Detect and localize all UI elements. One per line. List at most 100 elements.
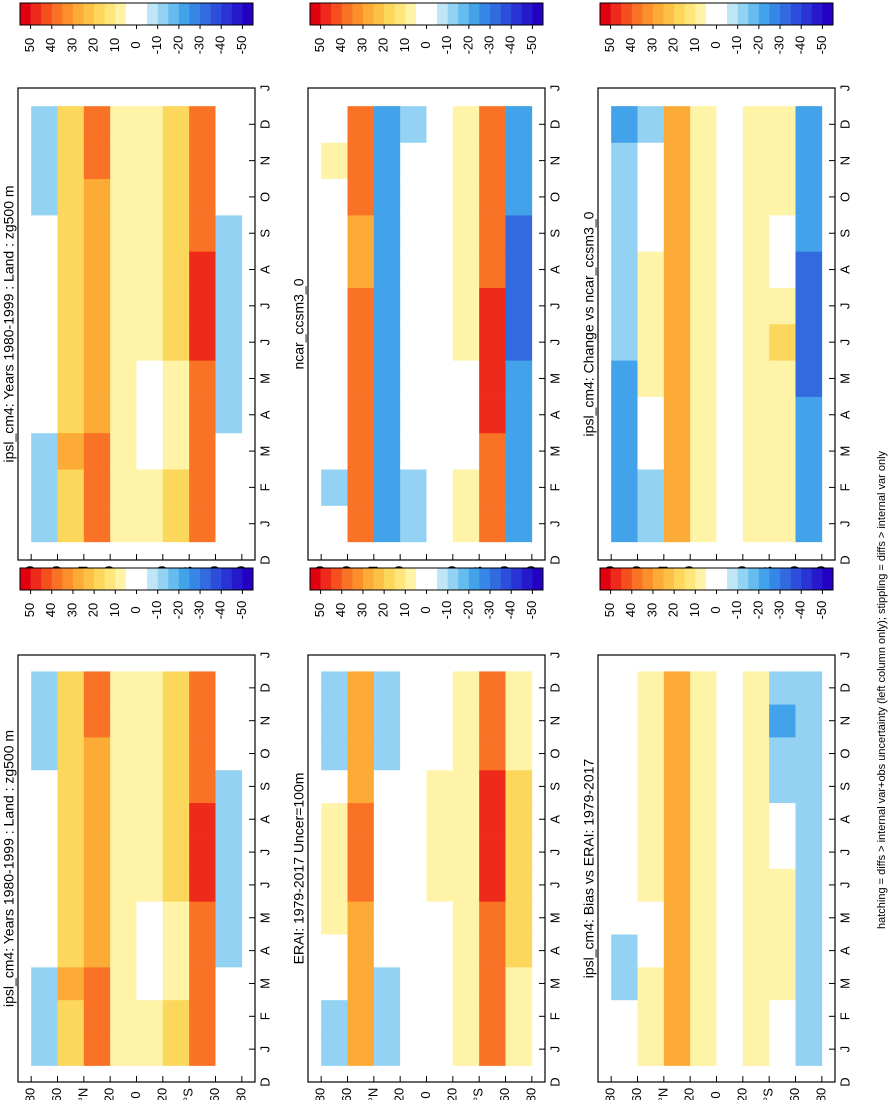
heat-cell <box>57 215 85 252</box>
heat-cell <box>452 737 480 771</box>
heat-cell <box>110 769 137 804</box>
heat-cell <box>505 505 533 543</box>
colorbar-cell <box>490 568 501 590</box>
colorbar-label: 20 <box>86 38 101 52</box>
colorbar-label: 0 <box>128 606 143 613</box>
heat-cell <box>795 802 823 836</box>
heat-cell <box>769 769 796 804</box>
colorbar-cell <box>610 568 622 590</box>
heat-cell <box>716 324 744 361</box>
heat-cell <box>426 802 454 836</box>
heat-cell <box>479 215 506 252</box>
heat-cell <box>452 324 480 361</box>
heat-cell <box>611 835 638 869</box>
heat-cell <box>215 802 243 836</box>
heat-cell <box>690 142 717 180</box>
heat-cell <box>83 142 111 180</box>
heat-cell <box>57 360 85 397</box>
colorbar-cell <box>532 3 544 25</box>
heat-cell <box>505 835 533 869</box>
heat-cell <box>742 215 770 252</box>
heat-cell <box>31 505 58 543</box>
colorbar-cell <box>157 3 169 25</box>
heat-cell <box>347 737 375 771</box>
month-tick-label: M <box>257 373 272 384</box>
colorbar-cell <box>426 568 438 590</box>
footer-note: hatching = diffs > internal var+obs unce… <box>876 450 888 929</box>
heat-cell <box>321 178 348 216</box>
heat-cell <box>690 704 717 738</box>
colorbar-cell <box>822 568 834 590</box>
month-tick-label: A <box>257 946 272 955</box>
month-tick-label: J <box>257 339 272 346</box>
heat-cell <box>136 737 164 771</box>
month-tick-label: M <box>547 912 562 923</box>
heat-cell <box>611 142 638 180</box>
heat-cell <box>136 769 164 804</box>
colorbar-label: 10 <box>397 603 412 617</box>
heat-cell <box>347 106 375 143</box>
heat-cell <box>189 769 216 804</box>
colorbar-label: 50 <box>22 603 37 617</box>
heat-cell <box>452 671 480 705</box>
colorbar-label: 40 <box>623 38 638 52</box>
heat-cell <box>321 1032 348 1066</box>
heat-cell <box>611 251 638 288</box>
heat-cell <box>31 287 58 325</box>
heat-cell <box>162 704 190 738</box>
colorbar-cell <box>310 3 321 25</box>
heat-cell <box>795 251 823 288</box>
colorbar-cell <box>674 3 686 25</box>
heat-cell <box>716 802 744 836</box>
lat-tick-label: 80 <box>23 1088 38 1100</box>
colorbar-cell <box>157 568 169 590</box>
heat-cell <box>136 251 164 288</box>
heat-cell <box>690 737 717 771</box>
colorbar-cell <box>136 3 148 25</box>
heat-cell <box>742 287 770 325</box>
heat-cell <box>347 704 375 738</box>
heat-cell <box>795 835 823 869</box>
colorbar-cell <box>437 3 448 25</box>
month-tick-label: D <box>547 1077 562 1086</box>
heat-cell <box>57 178 85 216</box>
colorbar-cell <box>83 3 95 25</box>
heat-cell <box>452 469 480 506</box>
month-tick-label: J <box>837 1046 852 1053</box>
colorbar-cell <box>447 568 459 590</box>
heat-cell <box>611 287 638 325</box>
colorbar-cell <box>790 3 802 25</box>
heat-cell <box>479 287 506 325</box>
month-tick-label: O <box>837 192 852 202</box>
heat-cell <box>215 704 243 738</box>
heat-cell <box>189 999 216 1034</box>
heat-cell <box>321 396 348 434</box>
heat-cell <box>57 505 85 543</box>
heat-cell <box>690 868 717 902</box>
colorbar-cell <box>780 3 791 25</box>
month-tick-label: M <box>547 373 562 384</box>
heat-cell <box>426 106 454 143</box>
month-tick-label: M <box>257 912 272 923</box>
colorbar-label: -20 <box>170 601 185 620</box>
heat-cell <box>716 835 744 869</box>
heat-cell <box>110 287 137 325</box>
heat-cell <box>637 396 665 434</box>
lat-tick-label: 20 <box>102 1088 117 1100</box>
heat-cell <box>663 835 691 869</box>
heat-cell <box>400 737 427 771</box>
heat-cell <box>321 106 348 143</box>
heat-cell <box>215 396 243 434</box>
heat-cell <box>57 432 85 470</box>
heat-cell <box>215 868 243 902</box>
month-tick-label: O <box>837 748 852 758</box>
heat-cell <box>769 934 796 968</box>
heat-cell <box>136 802 164 836</box>
colorbar-cell <box>362 568 374 590</box>
heat-cell <box>400 704 427 738</box>
heat-cell <box>321 215 348 252</box>
heat-cell <box>505 934 533 968</box>
lat-tick-label: 60 <box>629 1088 644 1100</box>
lat-tick-label: 60 <box>207 1088 222 1100</box>
heat-cell <box>347 1032 375 1066</box>
